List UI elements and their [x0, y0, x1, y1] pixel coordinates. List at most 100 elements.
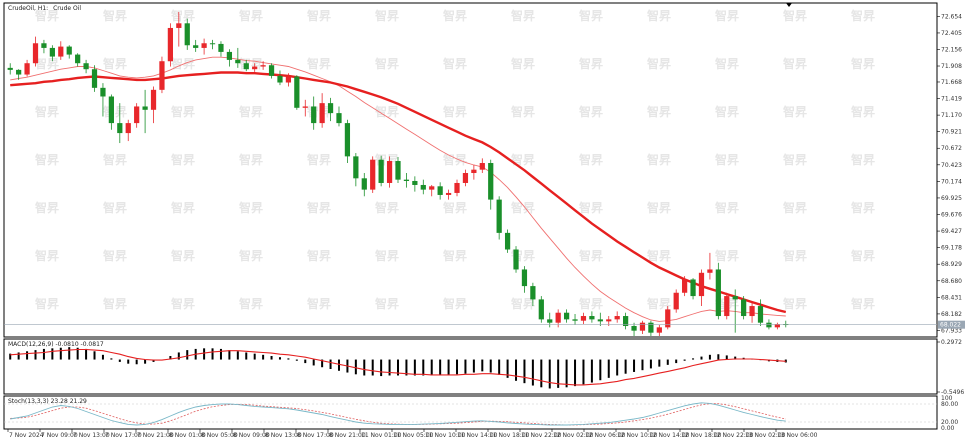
candle-body: [159, 61, 165, 90]
candle-body: [167, 27, 174, 62]
candle-body: [741, 299, 747, 317]
candle: [454, 179, 460, 197]
candle-body: [370, 159, 376, 190]
watermark-text: 智昇: [714, 200, 739, 215]
time-tick-label: 13 Nov 02:00: [745, 432, 786, 439]
macd-bar: [219, 348, 222, 360]
macd-bar: [354, 359, 357, 375]
price-tick-label: 70.423: [941, 162, 962, 169]
stoch-label: Stoch(13,3,3) 23.28 21.29: [8, 398, 87, 405]
watermark-text: 智昇: [782, 152, 807, 167]
candle: [589, 311, 595, 323]
macd-bar: [523, 359, 526, 384]
macd-bar: [439, 359, 442, 376]
candle-body: [648, 322, 654, 333]
macd-bar: [127, 359, 130, 364]
candle: [412, 176, 418, 192]
candle: [100, 83, 106, 117]
candle-body: [589, 316, 595, 320]
candle: [41, 39, 47, 54]
candle-body: [302, 106, 308, 108]
macd-bar: [540, 359, 543, 388]
watermark-text: 智昇: [578, 56, 603, 71]
candle-body: [521, 269, 528, 287]
time-tick-label: 7 Nov 21:00: [137, 432, 174, 439]
macd-signal-line: [10, 348, 786, 386]
watermark-text: 智昇: [102, 152, 127, 167]
price-tick-label: 72.405: [941, 30, 962, 37]
macd-bar: [734, 356, 737, 360]
candle-body: [24, 63, 30, 75]
macd-bar: [177, 352, 180, 360]
watermark-text: 智昇: [102, 56, 127, 71]
time-tick-label: 12 Nov 06:00: [585, 432, 626, 439]
macd-bar: [371, 359, 374, 376]
candle-body: [707, 269, 713, 273]
watermark-text: 智昇: [34, 248, 59, 263]
watermark-text: 智昇: [170, 104, 195, 119]
macd-bar: [472, 359, 475, 373]
candle: [479, 158, 485, 173]
macd-bar: [363, 359, 366, 376]
watermark-text: 智昇: [170, 8, 195, 23]
macd-bar: [51, 348, 54, 360]
macd-bar: [236, 351, 239, 360]
current-price-tag: [938, 320, 965, 329]
candle: [184, 18, 190, 50]
chart-shift-marker-icon[interactable]: [786, 3, 792, 7]
macd-bar: [388, 359, 391, 376]
candle-body: [327, 103, 334, 114]
macd-bar: [430, 359, 433, 376]
candle: [707, 252, 713, 280]
price-tick-label: 69.427: [941, 228, 962, 235]
candle: [83, 59, 89, 74]
watermark-text: 智昇: [102, 296, 127, 311]
candle-body: [471, 169, 477, 173]
macd-bar: [312, 359, 315, 366]
time-tick-label: 12 Nov 18:00: [681, 432, 722, 439]
candle: [471, 165, 477, 180]
candle: [32, 36, 39, 67]
candle-body: [429, 186, 435, 190]
macd-bar: [144, 359, 147, 364]
candle-body: [319, 103, 325, 124]
candle-body: [243, 63, 249, 70]
macd-bar: [304, 359, 307, 364]
watermark-text: 智昇: [34, 296, 59, 311]
macd-bar: [675, 359, 678, 364]
candle: [682, 276, 688, 297]
candle-body: [580, 316, 587, 321]
candle: [378, 155, 384, 187]
watermark-text: 智昇: [170, 248, 195, 263]
candle-body: [774, 324, 780, 328]
candle: [7, 63, 13, 75]
candle-body: [732, 296, 738, 300]
candle-body: [7, 67, 13, 70]
macd-bar: [397, 359, 399, 376]
ma-slow-line: [10, 71, 787, 314]
candle: [176, 11, 182, 47]
macd-bar: [548, 359, 551, 389]
macd-bar: [337, 359, 340, 371]
watermark-text: 智昇: [442, 296, 467, 311]
macd-bar: [700, 356, 703, 360]
candle-body: [496, 199, 502, 233]
watermark-text: 智昇: [782, 248, 807, 263]
watermark-text: 智昇: [578, 248, 603, 263]
watermark-text: 智昇: [782, 104, 807, 119]
macd-bar: [110, 358, 113, 360]
candle: [774, 322, 780, 330]
candle: [226, 49, 233, 67]
candle-body: [336, 113, 342, 124]
candle-body: [49, 47, 55, 57]
macd-bar: [135, 359, 138, 365]
candle: [361, 172, 367, 197]
macd-bar: [574, 359, 577, 387]
macd-bar: [413, 359, 416, 376]
watermark-text: 智昇: [442, 152, 467, 167]
watermark-text: 智昇: [646, 296, 671, 311]
candle-body: [344, 123, 351, 157]
candle-body: [260, 65, 266, 67]
